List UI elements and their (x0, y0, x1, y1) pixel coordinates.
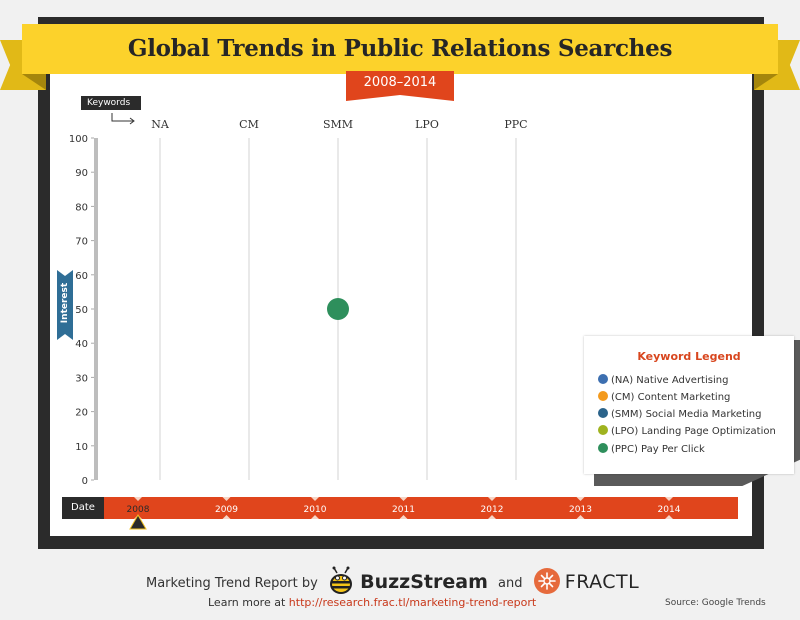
legend-item-label: (SMM) Social Media Marketing (611, 409, 762, 420)
y-tick-label: 100 (69, 134, 88, 145)
source-note: Source: Google Trends (665, 598, 766, 608)
data-point-smm (327, 298, 349, 320)
legend-dot-icon (598, 443, 608, 453)
arrow-right-icon (111, 113, 135, 125)
footer-credits: Marketing Trend Report by BuzzStream and… (146, 566, 639, 596)
y-axis-bar (94, 138, 98, 480)
legend-dot-icon (598, 408, 608, 418)
y-tick-label: 0 (82, 476, 88, 487)
legend-item-smm: (SMM) Social Media Marketing (598, 408, 761, 420)
x-tick-label: CM (239, 118, 259, 131)
page-title: Global Trends in Public Relations Search… (127, 35, 673, 62)
y-tick-label: 10 (75, 442, 88, 453)
legend-item-label: (CM) Content Marketing (611, 392, 731, 403)
y-tick-label: 70 (75, 237, 88, 248)
legend-dot-icon (598, 391, 608, 401)
date-label: Date (62, 497, 104, 519)
y-tick-label: 20 (75, 408, 88, 419)
x-tick-label: NA (151, 118, 170, 131)
report-link[interactable]: http://research.frac.tl/marketing-trend-… (288, 596, 537, 609)
x-tick-label: LPO (415, 118, 439, 131)
y-tick-label: 30 (75, 373, 88, 384)
legend-dot-icon (598, 374, 608, 384)
legend-item-label: (NA) Native Advertising (611, 375, 729, 386)
legend-item-na: (NA) Native Advertising (598, 374, 728, 386)
legend-item-label: (LPO) Landing Page Optimization (611, 426, 776, 437)
legend-item-lpo: (LPO) Landing Page Optimization (598, 425, 776, 437)
bee-logo-icon (329, 566, 352, 594)
legend-dot-icon (598, 425, 608, 435)
y-tick-label: 60 (75, 271, 88, 282)
legend-item-label: (PPC) Pay Per Click (611, 444, 705, 455)
fractl-logo-icon (533, 568, 560, 594)
keywords-label: Keywords (81, 96, 141, 110)
and-text: and (498, 576, 523, 591)
learn-more-line: Learn more at http://research.frac.tl/ma… (208, 596, 536, 609)
y-tick-label: 90 (75, 168, 88, 179)
x-tick-label: SMM (323, 118, 353, 131)
legend-item-ppc: (PPC) Pay Per Click (598, 443, 705, 455)
learn-more-text: Learn more at (208, 596, 286, 609)
x-tick-label: PPC (504, 118, 527, 131)
y-tick-label: 50 (75, 305, 88, 316)
y-tick-label: 80 (75, 202, 88, 213)
fractl-logo: FRACTL (564, 571, 640, 593)
title-ribbon (22, 24, 778, 74)
timeline-bar[interactable] (104, 497, 738, 519)
legend-title: Keyword Legend (637, 350, 741, 363)
buzzstream-logo: BuzzStream (360, 571, 488, 593)
legend-item-cm: (CM) Content Marketing (598, 391, 730, 403)
y-tick-label: 40 (75, 339, 88, 350)
keyword-legend: Keyword Legend (NA) Native Advertising (… (584, 336, 794, 474)
interest-tab (57, 270, 73, 340)
report-text: Marketing Trend Report by (146, 576, 318, 591)
